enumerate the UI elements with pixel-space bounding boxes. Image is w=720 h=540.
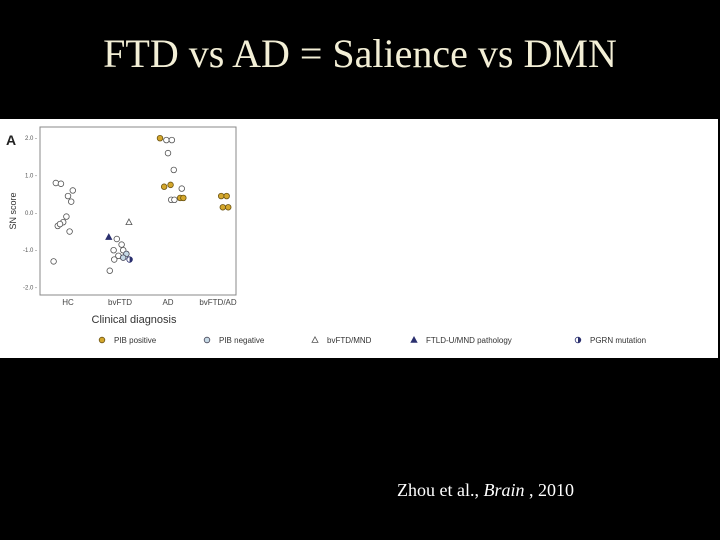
legend-marker	[98, 336, 106, 344]
citation: Zhou et al., Brain , 2010	[397, 480, 574, 501]
legend-marker	[203, 336, 211, 344]
citation-year: , 2010	[529, 480, 574, 500]
data-point	[57, 180, 65, 187]
data-point	[56, 220, 64, 228]
legend-marker-fill	[578, 337, 581, 343]
data-point	[180, 194, 187, 202]
legend-marker	[410, 335, 418, 343]
legend-label: PGRN mutation	[590, 336, 646, 345]
x-tick-label: HC	[62, 298, 74, 307]
data-point	[217, 192, 225, 200]
data-point	[168, 136, 176, 144]
legend-label: FTLD-U/MND pathology	[426, 336, 512, 345]
data-point	[52, 179, 60, 187]
x-tick-label: bvFTD/AD	[199, 298, 237, 307]
data-point	[118, 241, 125, 248]
data-point	[223, 192, 230, 200]
citation-journal: Brain	[483, 480, 525, 500]
data-point	[110, 246, 117, 254]
legend-label: bvFTD/MND	[327, 336, 372, 345]
data-point	[64, 192, 72, 200]
y-tick-label: 0.0 -	[25, 211, 37, 217]
data-point	[50, 258, 57, 265]
data-point	[119, 254, 127, 261]
scatter-chart: A 2.0 - 1.0 - 0.0 - -1.0 - -2.0 - SN score HC bv…	[6, 126, 646, 345]
data-point	[113, 235, 120, 243]
data-point	[219, 204, 226, 211]
data-point	[170, 166, 177, 174]
data-point	[66, 228, 73, 235]
data-point	[160, 183, 168, 190]
data-point	[67, 198, 75, 205]
data-point	[225, 204, 232, 211]
x-tick-label: AD	[162, 298, 173, 307]
y-axis-label: SN score	[8, 192, 18, 229]
y-tick-label: 1.0 -	[25, 174, 37, 180]
figure-panel: A 2.0 - 1.0 - 0.0 - -1.0 - -2.0 - SN score HC bv…	[0, 119, 718, 358]
slide-title: FTD vs AD = Salience vs DMN	[103, 31, 617, 76]
data-point	[111, 256, 118, 263]
citation-authors: Zhou et al.,	[397, 480, 479, 500]
plot-frame	[39, 126, 237, 296]
y-tick-label: 2.0 -	[25, 136, 37, 142]
y-tick-label: -1.0 -	[23, 248, 37, 254]
legend-label: PIB positive	[114, 336, 157, 345]
panel-label: A	[6, 132, 16, 148]
legend-marker	[311, 335, 319, 343]
x-axis-label: Clinical diagnosis	[92, 314, 177, 326]
data-point	[156, 135, 164, 142]
data-point	[63, 213, 70, 220]
data-point	[163, 136, 170, 144]
data-point	[106, 267, 113, 274]
data-point-fill	[129, 256, 133, 263]
x-tick-label: bvFTD	[108, 298, 132, 307]
data-point	[178, 185, 185, 192]
data-point	[105, 233, 113, 240]
legend-label: PIB negative	[219, 336, 265, 345]
data-point	[164, 149, 172, 157]
data-point	[171, 196, 178, 203]
y-tick-label: -2.0 -	[23, 286, 37, 292]
data-point	[125, 218, 133, 225]
data-point	[69, 187, 76, 194]
data-point	[167, 181, 174, 189]
